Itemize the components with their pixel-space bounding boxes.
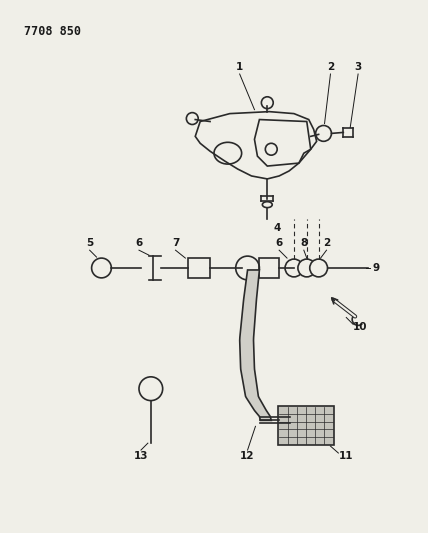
FancyBboxPatch shape	[278, 406, 334, 445]
Circle shape	[236, 256, 259, 280]
Polygon shape	[240, 270, 271, 421]
Text: 6: 6	[135, 238, 143, 248]
Text: 2: 2	[323, 238, 330, 248]
Text: 7: 7	[172, 238, 179, 248]
Circle shape	[285, 259, 303, 277]
Circle shape	[310, 259, 327, 277]
Text: 9: 9	[372, 263, 380, 273]
Text: 8: 8	[300, 238, 307, 248]
Text: 1: 1	[236, 62, 243, 72]
Text: 12: 12	[240, 451, 255, 461]
Text: 2: 2	[327, 62, 334, 72]
Text: 4: 4	[273, 223, 281, 233]
Text: 10: 10	[353, 322, 367, 333]
Circle shape	[298, 259, 316, 277]
Text: 13: 13	[134, 451, 148, 461]
Text: 11: 11	[339, 451, 354, 461]
Text: 7708 850: 7708 850	[24, 25, 81, 37]
Text: 3: 3	[354, 62, 362, 72]
Text: 6: 6	[276, 238, 283, 248]
Text: 5: 5	[86, 238, 93, 248]
